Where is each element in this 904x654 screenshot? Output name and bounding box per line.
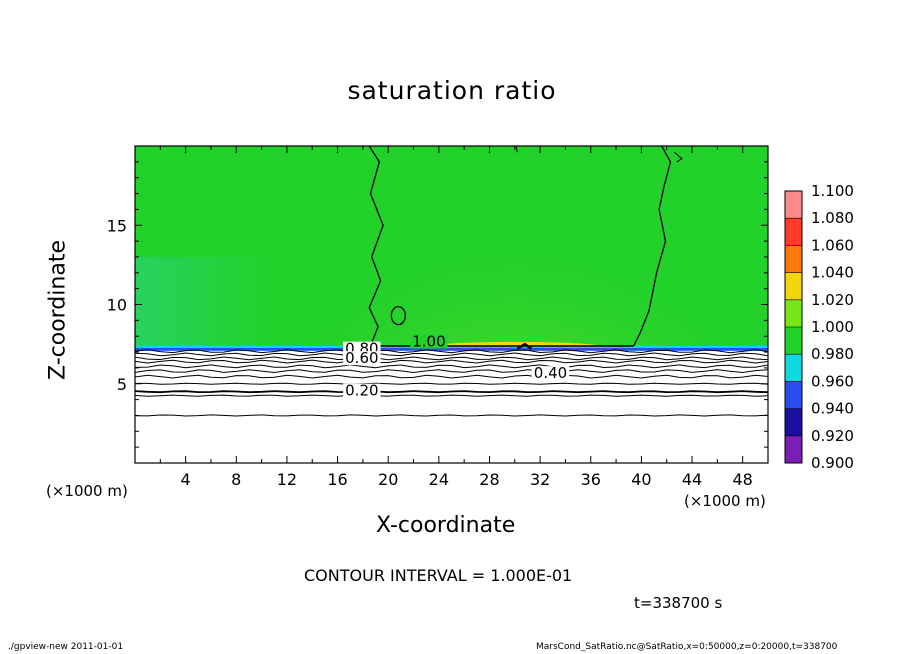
contour-1.00-right <box>633 146 672 346</box>
colorbar-segment <box>785 381 802 409</box>
left-edge-shading <box>135 256 275 349</box>
x-axis-unit: (×1000 m) <box>684 492 766 510</box>
x-tick-label: 12 <box>277 470 297 489</box>
contour-labels: 0.800.600.400.201.00 <box>343 333 570 400</box>
contour-label-background <box>410 334 448 349</box>
field-layer: 0.800.600.400.201.00 <box>135 146 768 463</box>
colorbar-segment <box>785 191 802 219</box>
x-tick-label: 16 <box>327 470 347 489</box>
x-tick-label: 32 <box>530 470 550 489</box>
cyan-band <box>135 345 768 348</box>
contour-line <box>135 349 768 354</box>
contour-label-0.60: 0.60 <box>345 349 378 367</box>
colorbar-label: 1.020 <box>811 291 854 309</box>
contour-label-background <box>343 383 381 398</box>
contour-line <box>135 394 768 397</box>
contour-line <box>135 382 768 385</box>
time-label: t=338700 s <box>634 594 723 612</box>
contour-interval-note: CONTOUR INTERVAL = 1.000E-01 <box>304 566 573 585</box>
colorbar-segment <box>785 327 802 355</box>
plot-area: 0.800.600.400.201.00 <box>134 145 769 464</box>
colorbar-label: 1.060 <box>811 236 854 254</box>
contour-lines <box>135 146 768 417</box>
z-tick-label: 10 <box>107 296 127 315</box>
y-axis-label: Z-coordinate <box>45 240 71 380</box>
colorbar-label: 1.040 <box>811 264 854 282</box>
contour-line <box>135 369 768 374</box>
footer-source: MarsCond_SatRatio.nc@SatRatio,x=0:50000,… <box>536 642 838 652</box>
contour-1.00-left <box>368 146 384 346</box>
contour-top-mid <box>515 146 518 153</box>
colorbar: 0.900 0.920 0.940 0.960 0.980 1.000 1.020 1.040… <box>784 182 854 472</box>
x-tick-label: 24 <box>429 470 449 489</box>
colorbar-segment <box>785 245 802 273</box>
contour-line <box>135 414 768 417</box>
colorbar-segment <box>785 435 802 463</box>
colorbar-label: 1.000 <box>811 318 854 336</box>
colorbar-label: 0.980 <box>811 345 854 363</box>
colorbar-segment <box>785 354 802 382</box>
contour-top-right <box>673 151 683 163</box>
contour-label-0.40: 0.40 <box>534 364 567 382</box>
x-tick-label: 44 <box>682 470 702 489</box>
contour-label-1.00: 1.00 <box>412 333 445 351</box>
colorbar-segment <box>785 299 802 327</box>
colorbar-label: 0.900 <box>811 454 854 472</box>
colorbar-label: 1.080 <box>811 209 854 227</box>
contour-label-0.20: 0.20 <box>345 382 378 400</box>
z-tick-label: 5 <box>117 375 127 394</box>
chart-title: saturation ratio <box>347 76 557 105</box>
contour-line <box>135 352 768 357</box>
contour-line <box>135 356 768 361</box>
contour-1.00-loop <box>390 305 406 326</box>
contour-line <box>135 374 768 379</box>
subsaturated-layer <box>135 350 768 463</box>
x-tick-label: 28 <box>479 470 499 489</box>
x-axis-label: X-coordinate <box>376 513 516 538</box>
colorbar-segment <box>785 218 802 246</box>
x-tick-label: 48 <box>733 470 753 489</box>
z-tick-label: 15 <box>107 216 127 235</box>
colorbar-label: 0.960 <box>811 372 854 390</box>
x-tick-label: 40 <box>631 470 651 489</box>
contour-line <box>135 390 768 394</box>
footer-program: ./gpview-new 2011-01-01 <box>8 642 124 652</box>
x-tick-label: 4 <box>181 470 191 489</box>
z-axis-unit: (×1000 m) <box>46 482 128 500</box>
colorbar-label: 1.100 <box>811 182 854 200</box>
colorbar-label: 0.940 <box>811 400 854 418</box>
x-tick-label: 8 <box>231 470 241 489</box>
contour-peak <box>516 342 533 350</box>
colorbar-segment <box>785 408 802 436</box>
x-tick-label: 36 <box>581 470 601 489</box>
blue-band <box>135 347 768 351</box>
contour-line <box>135 364 768 369</box>
contour-label-background <box>343 351 381 366</box>
colorbar-label: 0.920 <box>811 427 854 445</box>
colorbar-segment <box>785 272 802 300</box>
x-tick-label: 20 <box>378 470 398 489</box>
contour-line <box>135 359 768 364</box>
contour-label-background <box>531 366 570 381</box>
